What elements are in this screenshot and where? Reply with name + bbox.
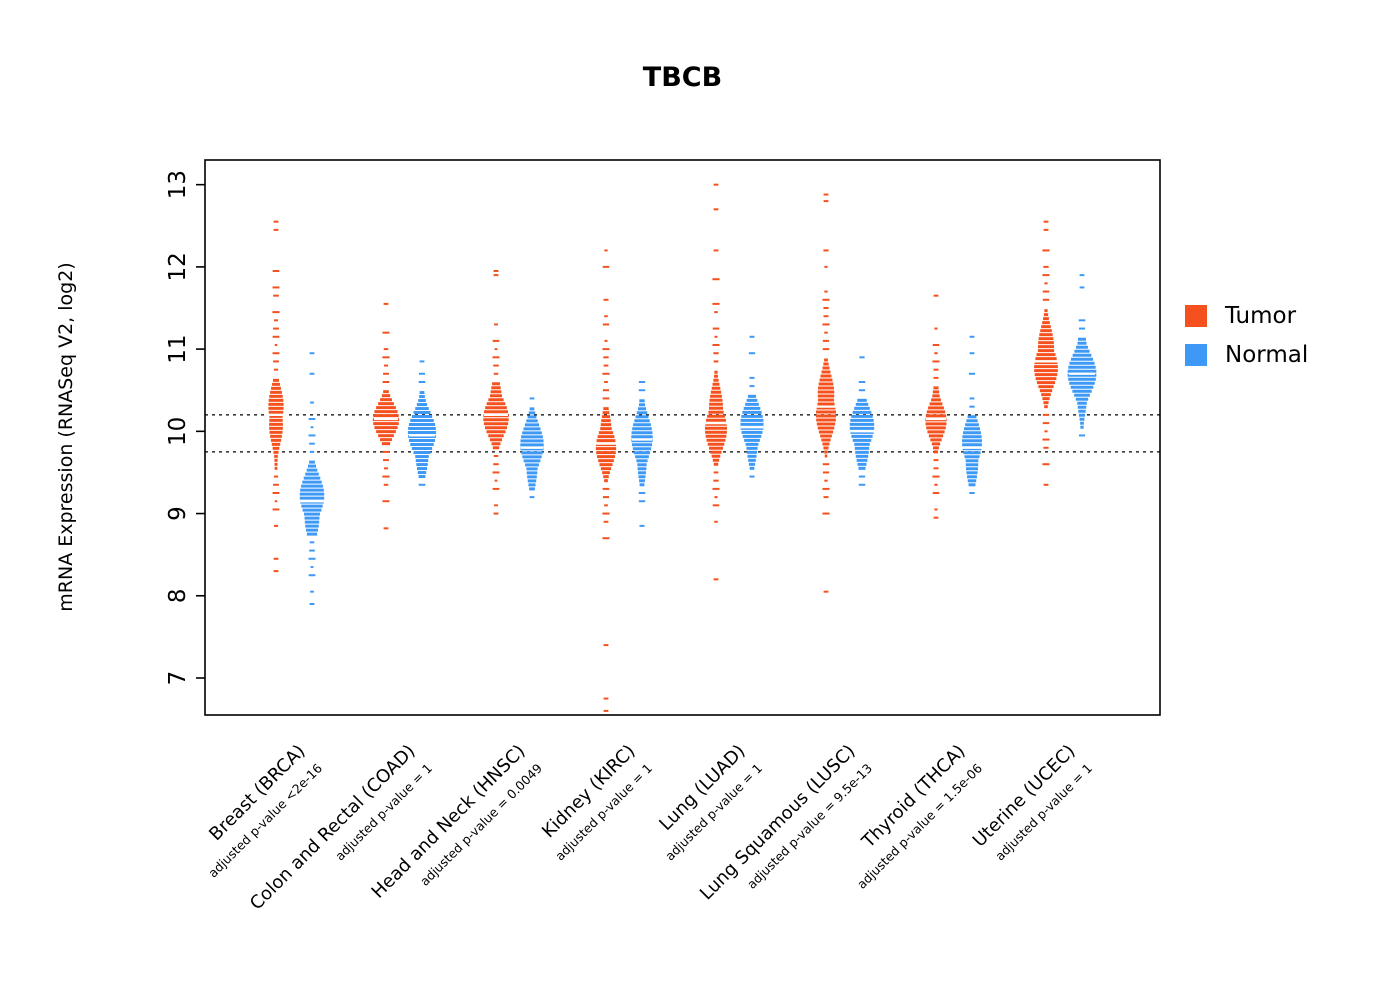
- legend-item-tumor: Tumor: [1185, 303, 1308, 329]
- violin-normal-1: [407, 360, 437, 486]
- violin-tumor-2: [483, 270, 509, 515]
- legend-label-normal: Normal: [1225, 342, 1309, 368]
- violin-normal-7: [1067, 274, 1097, 437]
- normal-swatch-icon: [1185, 344, 1207, 366]
- violin-tumor-4: [704, 183, 728, 581]
- y-tick-label: 13: [165, 170, 191, 199]
- y-tick-label: 8: [165, 588, 191, 603]
- chart-title: TBCB: [642, 62, 723, 93]
- violin-normal-5: [849, 356, 875, 486]
- violin-tumor-0: [267, 220, 285, 573]
- violin-normal-0: [299, 352, 325, 605]
- violin-normal-3: [631, 381, 653, 527]
- legend-item-normal: Normal: [1185, 342, 1308, 368]
- violin-normal-2: [520, 397, 544, 499]
- violin-tumor-3: [595, 249, 617, 712]
- y-tick-label: 11: [165, 334, 191, 363]
- legend: Tumor Normal: [1185, 303, 1308, 368]
- y-tick-label: 9: [165, 506, 191, 521]
- y-tick-label: 12: [165, 252, 191, 281]
- tumor-swatch-icon: [1185, 305, 1207, 327]
- y-tick-label: 7: [165, 671, 191, 686]
- violin-tumor-6: [925, 294, 947, 519]
- plot-border: [204, 159, 1161, 716]
- violin-normal-6: [962, 335, 982, 494]
- violin-tumor-5: [815, 193, 837, 593]
- y-tick-label: 10: [165, 417, 191, 446]
- violin-tumor-1: [372, 302, 400, 530]
- violin-tumor-7: [1034, 220, 1058, 486]
- violin-normal-4: [740, 335, 764, 478]
- legend-label-tumor: Tumor: [1225, 303, 1297, 329]
